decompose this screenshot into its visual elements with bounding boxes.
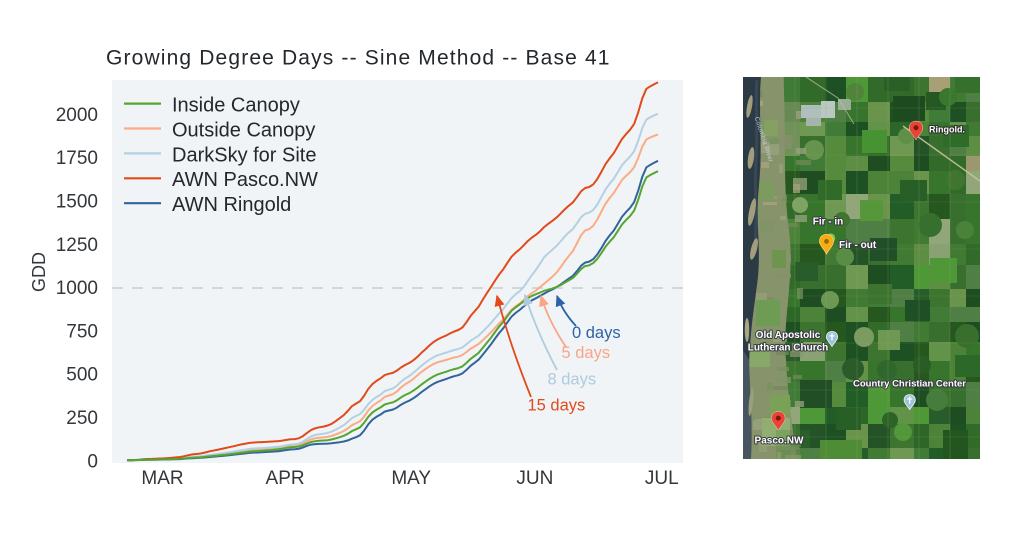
svg-text:Outside Canopy: Outside Canopy — [172, 119, 315, 141]
svg-text:Growing Degree Days -- Sine Me: Growing Degree Days -- Sine Method -- Ba… — [106, 47, 611, 70]
svg-text:Inside Canopy: Inside Canopy — [172, 95, 300, 117]
svg-text:Fir - out: Fir - out — [839, 240, 877, 251]
svg-text:JUN: JUN — [516, 468, 553, 489]
svg-text:Lutheran Church: Lutheran Church — [748, 343, 829, 354]
svg-text:JUL: JUL — [645, 468, 679, 489]
svg-text:500: 500 — [66, 365, 98, 386]
svg-text:5 days: 5 days — [562, 344, 611, 362]
svg-text:1250: 1250 — [56, 235, 98, 256]
svg-text:2000: 2000 — [56, 105, 98, 126]
svg-text:Pasco.NW: Pasco.NW — [755, 436, 804, 447]
svg-text:Fir - in: Fir - in — [813, 217, 844, 228]
svg-text:Ringold.: Ringold. — [929, 125, 965, 135]
svg-text:MAY: MAY — [391, 468, 431, 489]
svg-text:Country Christian Center: Country Christian Center — [853, 378, 966, 389]
svg-text:0 days: 0 days — [572, 324, 621, 342]
svg-text:1000: 1000 — [56, 278, 98, 299]
svg-text:8 days: 8 days — [548, 371, 597, 389]
svg-text:1750: 1750 — [56, 148, 98, 169]
svg-text:APR: APR — [266, 468, 305, 489]
svg-text:AWN Ringold: AWN Ringold — [172, 194, 291, 216]
svg-text:250: 250 — [66, 408, 98, 429]
svg-text:15 days: 15 days — [528, 397, 586, 415]
svg-text:MAR: MAR — [141, 468, 183, 489]
svg-text:750: 750 — [66, 321, 98, 342]
svg-text:Old Apostolic: Old Apostolic — [756, 330, 821, 341]
svg-text:0: 0 — [87, 451, 98, 472]
svg-text:1500: 1500 — [56, 192, 98, 213]
svg-text:GDD: GDD — [29, 252, 49, 292]
svg-text:DarkSky for Site: DarkSky for Site — [172, 144, 316, 166]
svg-text:AWN Pasco.NW: AWN Pasco.NW — [172, 169, 318, 191]
